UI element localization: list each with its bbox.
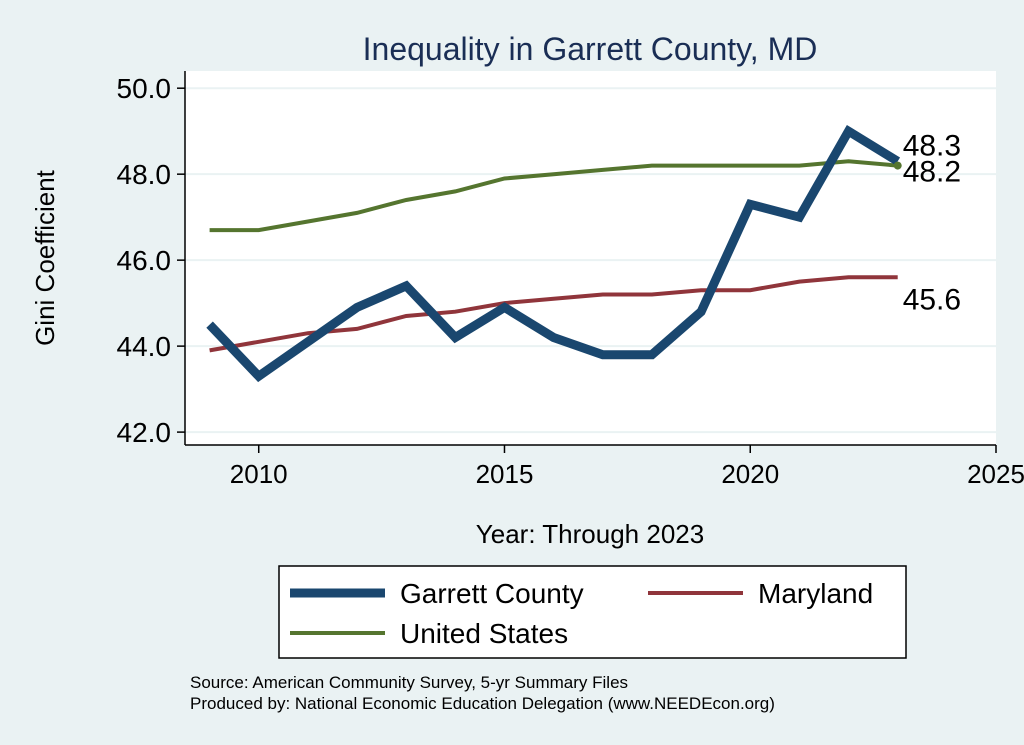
y-tick-label: 44.0 — [117, 331, 172, 362]
y-tick-label: 50.0 — [117, 73, 172, 104]
legend-label-united-states: United States — [400, 618, 568, 649]
series-lines — [206, 124, 902, 383]
axes — [177, 71, 997, 453]
x-axis-title: Year: Through 2023 — [476, 519, 704, 549]
x-tick-label: 2020 — [721, 459, 779, 489]
legend-label-garrett-county: Garrett County — [400, 578, 584, 609]
series-line-united-states — [209, 159, 898, 233]
tick-labels: 42.0 44.0 46.0 48.0 50.0 2010 2015 2020 2025 — [117, 73, 1024, 489]
producer-note: Produced by: National Economic Education… — [190, 694, 775, 713]
gridlines — [185, 87, 996, 434]
series-line-garrett-county — [206, 124, 901, 383]
chart-title: Inequality in Garrett County, MD — [363, 31, 818, 67]
end-label-united-states: 48.2 — [903, 156, 961, 189]
y-axis-title: Gini Coefficient — [30, 169, 60, 346]
x-tick-label: 2025 — [967, 459, 1024, 489]
plot-area — [185, 71, 996, 445]
legend: Garrett County Maryland United States — [290, 578, 873, 649]
legend-box — [278, 565, 907, 659]
y-tick-label: 46.0 — [117, 245, 172, 276]
source-note: Source: American Community Survey, 5-yr … — [190, 673, 628, 692]
x-tick-label: 2010 — [230, 459, 288, 489]
y-tick-label: 48.0 — [117, 159, 172, 190]
end-point-marker — [893, 161, 902, 170]
end-labels: 48.3 45.6 48.2 — [903, 129, 961, 316]
y-tick-label: 42.0 — [117, 417, 172, 448]
x-tick-label: 2015 — [476, 459, 534, 489]
legend-label-maryland: Maryland — [758, 578, 873, 609]
end-label-garrett-county: 48.3 — [903, 129, 961, 162]
end-label-maryland: 45.6 — [903, 283, 961, 316]
